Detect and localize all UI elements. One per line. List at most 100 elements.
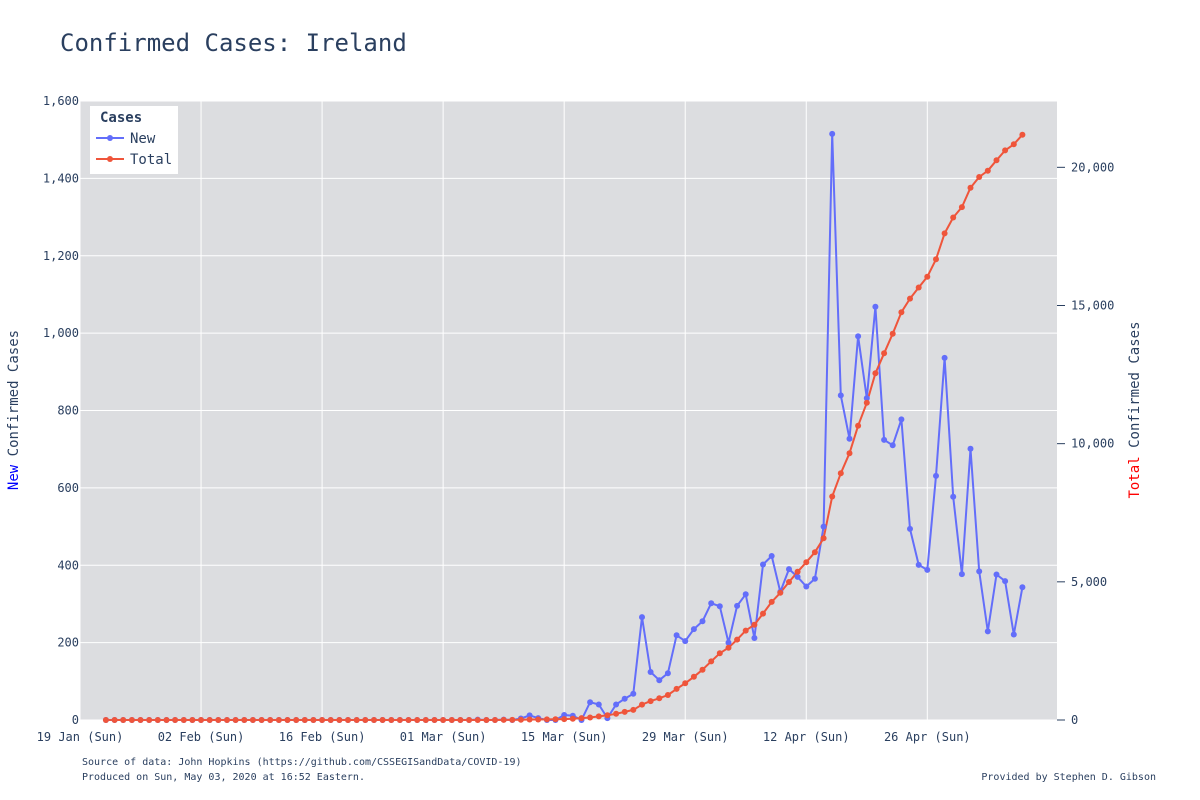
data-point-total — [293, 717, 300, 723]
data-point-total — [621, 708, 628, 715]
data-point-new — [621, 695, 628, 702]
data-point-total — [569, 715, 576, 722]
y-tick-label-left: 400 — [57, 558, 79, 572]
data-point-new — [967, 445, 974, 452]
series-points — [102, 130, 1026, 723]
data-point-total — [362, 717, 369, 723]
data-point-total — [163, 717, 170, 723]
data-point-new — [630, 690, 637, 697]
y-axis-right-title-prefix: Total — [1127, 456, 1143, 498]
y-tick-label-right: 20,000 — [1071, 160, 1114, 174]
legend-title: Cases — [100, 110, 142, 126]
data-point-total — [431, 717, 438, 723]
data-point-new — [907, 525, 913, 532]
data-point-new — [803, 583, 810, 590]
data-point-total — [820, 535, 827, 542]
data-point-total — [206, 717, 213, 723]
data-point-new — [872, 303, 879, 310]
data-point-total — [483, 717, 490, 723]
data-point-new — [786, 566, 792, 573]
y-tick-label-left: 800 — [57, 404, 79, 418]
data-point-total — [319, 717, 326, 723]
data-point-total — [673, 685, 680, 692]
y-tick-label-left: 1,200 — [43, 249, 79, 263]
data-point-total — [898, 309, 905, 316]
data-point-total — [716, 650, 723, 657]
data-point-total — [630, 706, 637, 713]
data-point-new — [933, 472, 939, 479]
data-point-new — [855, 333, 862, 340]
x-tick-label: 02 Feb (Sun) — [158, 730, 245, 744]
data-point-new — [1002, 578, 1009, 585]
data-point-total — [1010, 141, 1017, 148]
source-note: Source of data: John Hopkins (https://gi… — [82, 757, 522, 768]
y-tick-label-left: 600 — [57, 481, 79, 495]
produced-note: Produced on Sun, May 03, 2020 at 16:52 E… — [82, 772, 365, 783]
data-point-new — [742, 591, 749, 598]
y-tick-label-right: 5,000 — [1071, 575, 1107, 589]
data-point-total — [371, 717, 377, 723]
data-point-total — [777, 589, 784, 596]
data-point-total — [725, 644, 732, 651]
data-point-total — [803, 559, 810, 566]
data-point-new — [958, 571, 965, 578]
data-point-new — [950, 493, 957, 500]
data-point-total — [388, 717, 395, 723]
data-point-new — [811, 575, 818, 582]
data-point-total — [578, 715, 585, 722]
data-point-new — [587, 699, 594, 706]
data-point-total — [915, 284, 922, 291]
data-point-total — [215, 717, 222, 723]
data-point-new — [760, 561, 766, 568]
x-tick-label: 26 Apr (Sun) — [884, 730, 971, 744]
y-axis-left-ticks: 0 200 400 600 800 1,000 1,200 1,400 1,600 — [43, 94, 79, 727]
data-point-new — [837, 392, 844, 399]
y-tick-label-right: 10,000 — [1071, 437, 1114, 451]
y-axis-left-title-prefix: New — [6, 464, 22, 490]
data-point-new — [639, 614, 645, 621]
data-point-total — [950, 214, 957, 221]
y-tick-label-right: 0 — [1071, 713, 1078, 727]
data-point-total — [535, 716, 542, 723]
data-point-total — [448, 717, 455, 723]
data-point-new — [915, 561, 922, 568]
data-point-new — [863, 395, 870, 402]
data-point-new — [898, 416, 905, 423]
legend-label-total: Total — [130, 152, 172, 168]
y-axis-right-title-rest: Confirmed Cases — [1127, 321, 1143, 456]
data-point-new — [656, 677, 663, 684]
data-point-total — [699, 666, 706, 673]
data-point-total — [457, 717, 464, 723]
data-point-total — [1002, 147, 1009, 154]
data-point-new — [725, 639, 732, 646]
data-point-total — [198, 717, 204, 723]
data-point-total — [708, 658, 715, 665]
data-point-total — [120, 717, 127, 723]
data-point-total — [249, 717, 256, 723]
data-point-total — [405, 717, 412, 723]
x-tick-label: 19 Jan (Sun) — [37, 730, 124, 744]
data-point-new — [647, 669, 654, 675]
data-point-new — [690, 626, 697, 633]
data-point-total — [933, 256, 939, 263]
data-point-new — [924, 566, 931, 573]
data-point-new — [595, 701, 602, 708]
data-point-total — [396, 717, 403, 723]
data-point-new — [673, 632, 680, 639]
data-point-total — [872, 370, 879, 377]
data-point-total — [863, 399, 870, 406]
data-point-new — [941, 354, 948, 361]
data-point-total — [976, 174, 983, 180]
data-point-total — [500, 716, 507, 723]
data-point-total — [241, 717, 248, 723]
data-point-new — [613, 701, 620, 708]
data-point-total — [310, 717, 317, 723]
data-point-total — [587, 714, 594, 721]
data-point-total — [137, 717, 144, 723]
data-point-total — [102, 717, 109, 723]
y-axis-right-ticks: 0 5,000 10,000 15,000 20,000 — [1057, 160, 1114, 727]
data-point-new — [682, 638, 689, 645]
data-point-total — [958, 204, 965, 211]
data-point-new — [699, 618, 706, 625]
data-point-total — [837, 470, 844, 477]
